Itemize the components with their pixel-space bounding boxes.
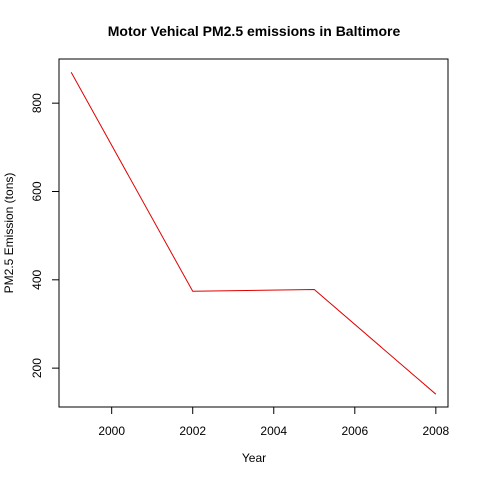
y-tick-label: 400 xyxy=(30,269,44,289)
series-line xyxy=(70,72,437,395)
x-axis-label: Year xyxy=(242,451,266,465)
x-tick-label: 2002 xyxy=(179,424,206,438)
chart-title: Motor Vehical PM2.5 emissions in Baltimo… xyxy=(108,23,401,39)
x-axis: 2000 2002 2004 2006 2008 xyxy=(98,407,450,438)
plot-frame xyxy=(58,58,449,408)
y-tick-label: 200 xyxy=(30,358,44,378)
x-tick-label: 2006 xyxy=(341,424,368,438)
series-layer xyxy=(70,72,437,395)
x-tick-label: 2004 xyxy=(260,424,287,438)
x-tick-label: 2000 xyxy=(98,424,125,438)
y-axis: 200 400 600 800 xyxy=(30,93,59,378)
y-tick-label: 800 xyxy=(30,93,44,113)
y-axis-label: PM2.5 Emission (tons) xyxy=(2,173,16,294)
x-tick-label: 2008 xyxy=(422,424,449,438)
y-tick-label: 600 xyxy=(30,181,44,201)
